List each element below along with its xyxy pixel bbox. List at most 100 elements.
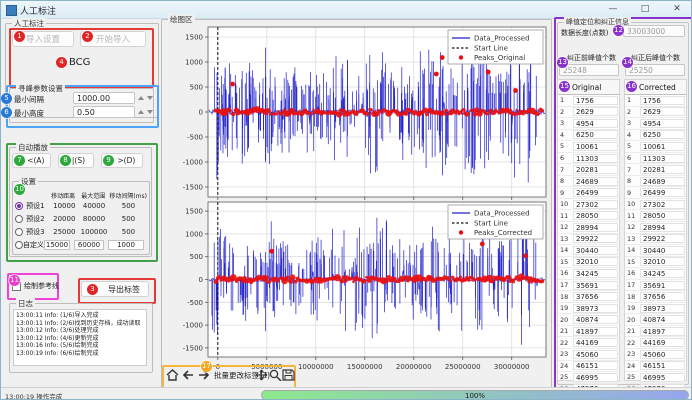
peak-value-cell[interactable]: 34245 <box>640 268 685 278</box>
pan-icon[interactable] <box>255 369 268 381</box>
table-row[interactable]: 12 28994 <box>558 222 619 234</box>
import-settings-button[interactable]: 导入设置 <box>12 31 74 47</box>
peak-value-cell[interactable]: 37656 <box>573 292 618 302</box>
peak-value-cell[interactable]: 32010 <box>640 257 685 267</box>
table-row[interactable]: 20 40874 <box>625 314 686 326</box>
peak-value-cell[interactable]: 11303 <box>573 153 618 163</box>
table-row[interactable]: 24 46151 <box>625 361 686 373</box>
table-row[interactable]: 14 30440 <box>625 245 686 257</box>
peak-value-cell[interactable]: 44169 <box>640 338 685 348</box>
table-row[interactable]: 10 27302 <box>558 199 619 211</box>
batch-edit-label[interactable]: 批量更改标签(Z) <box>214 371 270 380</box>
table-row[interactable]: 8 24689 <box>558 176 619 188</box>
table-row[interactable]: 25 46995 <box>558 372 619 384</box>
table-row[interactable]: 2 2629 <box>558 107 619 119</box>
table-row[interactable]: 1 1756 <box>558 95 619 107</box>
table-row[interactable]: 11 28050 <box>625 210 686 223</box>
peak-value-cell[interactable]: 27302 <box>640 199 685 209</box>
table-row[interactable]: 3 4954 <box>558 118 619 130</box>
min-height-field[interactable]: 0.50 <box>73 106 135 118</box>
table-row[interactable]: 1 1756 <box>625 95 686 107</box>
table-row[interactable]: 6 11303 <box>625 153 686 165</box>
table-row[interactable]: 5 10061 <box>558 141 619 153</box>
preset-value-4-1[interactable] <box>44 239 70 250</box>
peak-value-cell[interactable]: 4954 <box>640 118 685 128</box>
peak-value-cell[interactable]: 30440 <box>640 245 685 255</box>
table-row[interactable]: 2 2629 <box>625 107 686 119</box>
peak-value-cell[interactable]: 40874 <box>573 315 618 325</box>
peak-value-cell[interactable]: 41897 <box>640 326 685 336</box>
peak-value-cell[interactable]: 38973 <box>573 303 618 313</box>
table-row[interactable]: 18 37656 <box>558 291 619 303</box>
peak-value-cell[interactable]: 46151 <box>640 361 685 371</box>
peak-value-cell[interactable]: 11303 <box>640 153 685 163</box>
table-row[interactable]: 13 29922 <box>558 234 619 246</box>
peak-value-cell[interactable]: 24689 <box>640 176 685 186</box>
table-row[interactable]: 4 6250 <box>625 130 686 142</box>
peak-value-cell[interactable]: 2629 <box>573 107 618 117</box>
table-row[interactable]: 22 44169 <box>625 337 686 350</box>
preset-radio-3[interactable] <box>15 227 23 236</box>
peak-value-cell[interactable]: 35691 <box>573 280 618 290</box>
min-interval-field[interactable]: 1000.00 <box>73 92 135 104</box>
peak-value-cell[interactable]: 41897 <box>573 326 618 336</box>
preset-value-4-2[interactable] <box>74 239 104 250</box>
export-labels-button[interactable]: 导出标签 <box>81 281 149 297</box>
peak-value-cell[interactable]: 38973 <box>640 303 685 313</box>
peak-value-cell[interactable]: 20281 <box>640 165 685 175</box>
table-row[interactable]: 9 26499 <box>558 187 619 199</box>
peak-value-cell[interactable]: 46995 <box>573 372 618 382</box>
back-arrow-icon[interactable] <box>182 369 195 381</box>
peak-value-cell[interactable]: 34245 <box>573 268 618 278</box>
peak-value-cell[interactable]: 28994 <box>573 222 618 232</box>
table-row[interactable]: 4 6250 <box>558 130 619 142</box>
peak-value-cell[interactable]: 40874 <box>640 315 685 325</box>
table-row[interactable]: 25 46995 <box>625 372 686 384</box>
preset-value-4-3[interactable] <box>108 239 144 250</box>
peak-value-cell[interactable]: 6250 <box>640 130 685 140</box>
table-row[interactable]: 5 10061 <box>625 141 686 153</box>
log-output[interactable]: 13:00:11 Info: (1/6)导入完成 13:00:11 Info: (… <box>13 309 147 366</box>
peak-value-cell[interactable]: 35691 <box>640 280 685 290</box>
preset-radio-4[interactable] <box>15 240 23 249</box>
peak-value-cell[interactable]: 32010 <box>573 257 618 267</box>
peak-value-cell[interactable]: 2629 <box>640 107 685 117</box>
peak-value-cell[interactable]: 44169 <box>573 338 618 348</box>
table-row[interactable]: 7 20281 <box>625 164 686 176</box>
home-icon[interactable] <box>166 369 179 381</box>
preset-radio-2[interactable] <box>15 214 23 223</box>
table-row[interactable]: 15 32010 <box>558 257 619 269</box>
save-icon[interactable] <box>282 369 295 381</box>
min-height-spinner[interactable] <box>138 110 153 114</box>
peak-value-cell[interactable]: 29922 <box>640 234 685 244</box>
table-row[interactable]: 21 41897 <box>625 326 686 338</box>
table-row[interactable]: 16 34245 <box>625 268 686 280</box>
table-row[interactable]: 6 11303 <box>558 153 619 165</box>
table-row[interactable]: 15 32010 <box>625 257 686 269</box>
table-row[interactable]: 24 46151 <box>558 361 619 373</box>
start-import-button[interactable]: 开始导入 <box>80 31 146 47</box>
peak-value-cell[interactable]: 1756 <box>640 95 685 105</box>
peak-value-cell[interactable]: 30440 <box>573 245 618 255</box>
table-row[interactable]: 18 37656 <box>625 291 686 303</box>
peak-value-cell[interactable]: 29922 <box>573 234 618 244</box>
charts-canvas[interactable]: 1500 1000 500 0 -500 -1000 -1500 Data_Processed… <box>161 15 551 373</box>
peak-value-cell[interactable]: 4954 <box>573 118 618 128</box>
close-button[interactable]: ✕ <box>673 4 681 14</box>
preset-radio-1[interactable] <box>15 201 23 210</box>
peak-value-cell[interactable]: 45060 <box>573 349 618 359</box>
peak-value-cell[interactable]: 1756 <box>573 95 618 105</box>
table-row[interactable]: 9 26499 <box>625 187 686 199</box>
peak-value-cell[interactable]: 10061 <box>573 141 618 151</box>
peak-value-cell[interactable]: 10061 <box>640 141 685 151</box>
table-row[interactable]: 7 20281 <box>558 164 619 176</box>
table-row[interactable]: 8 24689 <box>625 176 686 188</box>
zoom-icon[interactable] <box>269 369 282 381</box>
table-row[interactable]: 11 28050 <box>558 210 619 223</box>
table-row[interactable]: 22 44169 <box>558 337 619 350</box>
peak-value-cell[interactable]: 37656 <box>640 292 685 302</box>
minimize-button[interactable]: — <box>608 4 618 14</box>
table-row[interactable]: 23 45060 <box>625 349 686 361</box>
peak-value-cell[interactable]: 6250 <box>573 130 618 140</box>
peak-value-cell[interactable]: 27302 <box>573 199 618 209</box>
